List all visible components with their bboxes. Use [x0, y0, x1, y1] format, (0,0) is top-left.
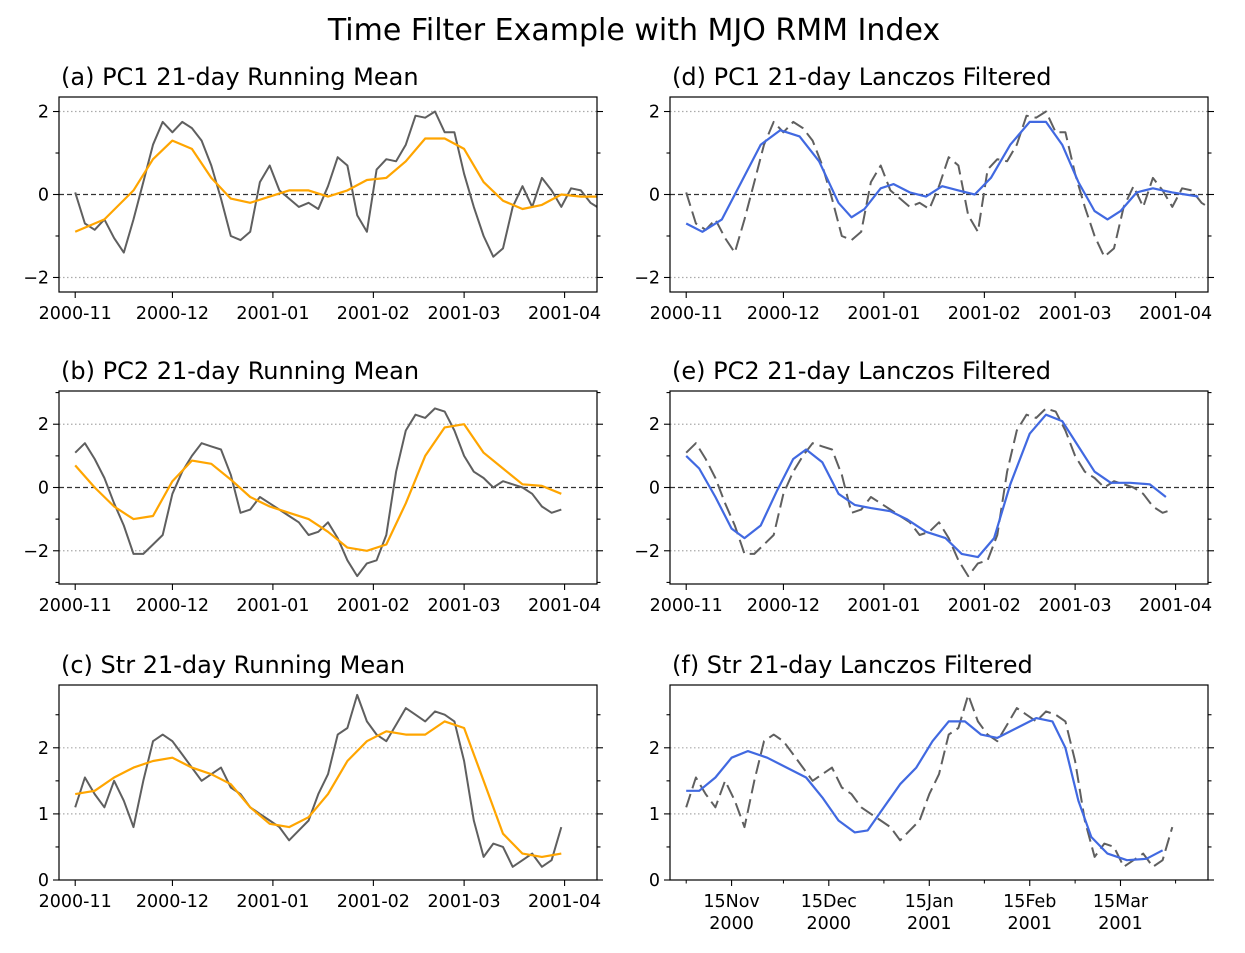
x-tick-label: 2001-04 — [528, 304, 601, 324]
x-tick-label: 15Dec 2000 — [801, 892, 857, 934]
axes-frame — [58, 684, 598, 881]
y-tick-label: 0 — [649, 479, 660, 499]
x-tick-label: 2001-02 — [337, 892, 410, 912]
x-tick-label: 15Nov 2000 — [703, 892, 759, 934]
x-tick-label: 2001-02 — [948, 304, 1021, 324]
y-tick-label: 0 — [649, 186, 660, 206]
x-tick-label: 2001-01 — [236, 892, 309, 912]
x-tick-label: 2001-03 — [1039, 304, 1112, 324]
y-tick-label: 0 — [38, 186, 49, 206]
y-tick-label: 2 — [649, 103, 660, 123]
x-tick-label: 15Feb 2001 — [1003, 892, 1056, 934]
panel-title: (a) PC1 21-day Running Mean — [61, 63, 419, 91]
x-tick-label: 2000-11 — [650, 304, 723, 324]
lanczos-line — [685, 413, 1167, 559]
panel-title: (b) PC2 21-day Running Mean — [61, 357, 419, 385]
panel-title: (c) Str 21-day Running Mean — [61, 651, 405, 679]
x-tick-label: 2001-04 — [528, 892, 601, 912]
raw-line — [685, 693, 1174, 868]
panel-b: −2 0 2 2000-11 2000-12 2001-01 2001-02 2001-03 2… — [23, 357, 603, 616]
y-tick-label: −2 — [23, 542, 49, 562]
y-tick-label: −2 — [634, 542, 660, 562]
y-tick-label: 2 — [38, 739, 49, 759]
panel-d: −2 0 2 2000-11 2000-12 2001-01 2001-02 2001-03 2… — [634, 63, 1214, 324]
panel-a: −2 0 2 2000-11 2000-12 2001-01 2001-02 2001-03 2… — [23, 63, 603, 324]
raw-line — [685, 110, 1209, 258]
x-tick-label: 2001-01 — [236, 304, 309, 324]
y-tick-label: 1 — [649, 805, 660, 825]
x-tick-label: 2001-03 — [1039, 596, 1112, 616]
x-tick-label: 2001-04 — [1139, 304, 1212, 324]
panel-title: (d) PC1 21-day Lanczos Filtered — [672, 63, 1052, 91]
axes-frame — [669, 684, 1209, 881]
y-tick-label: 2 — [38, 415, 49, 435]
x-tick-label: 2001-03 — [428, 892, 501, 912]
running_mean-line — [74, 423, 562, 552]
x-tick-label: 2000-11 — [39, 892, 112, 912]
raw-line — [685, 407, 1173, 578]
panel-c: 0 1 2 2000-11 2000-12 2001-01 2001-02 2001-03 20… — [38, 651, 603, 912]
raw-line — [74, 110, 598, 258]
x-tick-label: 2001-02 — [337, 596, 410, 616]
y-tick-label: 1 — [38, 805, 49, 825]
x-tick-label: 2000-11 — [39, 596, 112, 616]
panel-f: 0 1 2 15Nov 2000 15Dec 2000 15Jan 2001 15Feb 2001 1… — [649, 651, 1214, 934]
lanczos-line — [685, 120, 1199, 233]
y-tick-label: 2 — [649, 739, 660, 759]
x-tick-label: 2001-01 — [847, 596, 920, 616]
y-tick-label: 0 — [38, 479, 49, 499]
y-tick-label: −2 — [23, 268, 49, 288]
x-tick-label: 2001-01 — [847, 304, 920, 324]
x-tick-label: 2001-03 — [428, 304, 501, 324]
x-tick-label: 2001-03 — [428, 596, 501, 616]
y-tick-label: 2 — [38, 103, 49, 123]
x-tick-label: 2000-12 — [136, 304, 209, 324]
x-tick-label: 2001-02 — [948, 596, 1021, 616]
lanczos-line — [686, 717, 1164, 862]
x-tick-label: 2000-12 — [747, 304, 820, 324]
panel-e: −2 0 2 2000-11 2000-12 2001-01 2001-02 2001-03 2… — [634, 357, 1214, 616]
raw-line — [74, 693, 563, 868]
x-tick-label: 2001-01 — [236, 596, 309, 616]
y-tick-label: 0 — [38, 871, 49, 891]
raw-line — [74, 407, 562, 578]
panel-title: (e) PC2 21-day Lanczos Filtered — [672, 357, 1051, 385]
x-tick-label: 15Jan 2001 — [905, 892, 954, 934]
y-tick-label: 0 — [649, 871, 660, 891]
panel-title: (f) Str 21-day Lanczos Filtered — [672, 651, 1033, 679]
x-tick-label: 2001-04 — [1139, 596, 1212, 616]
x-tick-label: 2000-11 — [39, 304, 112, 324]
x-tick-label: 2000-12 — [136, 892, 209, 912]
x-tick-label: 2001-02 — [337, 304, 410, 324]
y-tick-label: −2 — [634, 268, 660, 288]
x-tick-label: 2001-04 — [528, 596, 601, 616]
x-tick-label: 15Mar 2001 — [1093, 892, 1149, 934]
y-tick-label: 2 — [649, 415, 660, 435]
running_mean-line — [75, 720, 562, 858]
x-tick-label: 2000-11 — [650, 596, 723, 616]
running_mean-line — [74, 137, 597, 233]
figure-title: Time Filter Example with MJO RMM Index — [327, 13, 940, 48]
x-tick-label: 2000-12 — [136, 596, 209, 616]
x-tick-label: 2000-12 — [747, 596, 820, 616]
